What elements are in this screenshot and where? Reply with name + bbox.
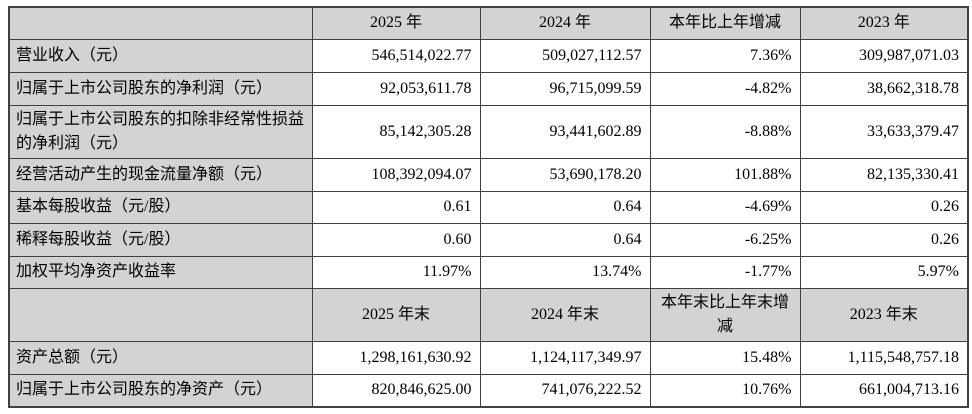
value-2024: 93,441,602.89	[479, 104, 651, 159]
value-2023: 309,987,071.03	[799, 38, 969, 73]
value-change: -1.77%	[649, 255, 801, 289]
row-label: 加权平均净资产收益率	[8, 255, 313, 289]
value-change: 101.88%	[649, 157, 801, 192]
header-2024: 2024 年	[479, 6, 651, 40]
value-2023: 82,135,330.41	[799, 157, 969, 192]
row-label: 归属于上市公司股东的净资产（元）	[8, 373, 313, 408]
table-row-operating-cash-flow: 经营活动产生的现金流量净额（元） 108,392,094.07 53,690,1…	[8, 157, 969, 192]
header-2025-eoy: 2025 年末	[311, 287, 481, 342]
value-2025: 820,846,625.00	[311, 373, 481, 408]
header-2023: 2023 年	[799, 6, 969, 40]
row-label: 资产总额（元）	[8, 340, 313, 375]
value-2025: 546,514,022.77	[311, 38, 481, 73]
corner-cell	[8, 287, 313, 342]
row-label: 营业收入（元）	[8, 38, 313, 73]
value-2024: 0.64	[479, 190, 651, 224]
value-2025: 108,392,094.07	[311, 157, 481, 192]
table-row-total-assets: 资产总额（元） 1,298,161,630.92 1,124,117,349.9…	[8, 340, 969, 375]
value-2024: 13.74%	[479, 255, 651, 289]
table-row-net-profit-excl-nonrecurring: 归属于上市公司股东的扣除非经常性损益的净利润（元） 85,142,305.28 …	[8, 104, 969, 159]
key-financials-table: 2025 年 2024 年 本年比上年增减 2023 年 营业收入（元） 546…	[8, 6, 969, 408]
value-2023: 661,004,713.16	[799, 373, 969, 408]
row-label: 基本每股收益（元/股）	[8, 190, 313, 224]
value-2023: 0.26	[799, 190, 969, 224]
header-2024-eoy: 2024 年末	[479, 287, 651, 342]
eoy-header-row: 2025 年末 2024 年末 本年末比上年末增减 2023 年末	[8, 287, 969, 342]
row-label: 归属于上市公司股东的净利润（元）	[8, 71, 313, 106]
value-2023: 33,633,379.47	[799, 104, 969, 159]
header-yoy-change: 本年比上年增减	[649, 6, 801, 40]
value-change: 15.48%	[649, 340, 801, 375]
header-2025: 2025 年	[311, 6, 481, 40]
table-row-net-assets: 归属于上市公司股东的净资产（元） 820,846,625.00 741,076,…	[8, 373, 969, 408]
value-2024: 1,124,117,349.97	[479, 340, 651, 375]
value-2023: 38,662,318.78	[799, 71, 969, 106]
value-2025: 0.60	[311, 222, 481, 257]
value-change: -8.88%	[649, 104, 801, 159]
table-row-weighted-avg-roe: 加权平均净资产收益率 11.97% 13.74% -1.77% 5.97%	[8, 255, 969, 289]
value-change: -4.82%	[649, 71, 801, 106]
value-2025: 85,142,305.28	[311, 104, 481, 159]
row-label: 稀释每股收益（元/股）	[8, 222, 313, 257]
table-row-net-profit: 归属于上市公司股东的净利润（元） 92,053,611.78 96,715,09…	[8, 71, 969, 106]
row-label: 归属于上市公司股东的扣除非经常性损益的净利润（元）	[8, 104, 313, 159]
value-2024: 741,076,222.52	[479, 373, 651, 408]
table-row-basic-eps: 基本每股收益（元/股） 0.61 0.64 -4.69% 0.26	[8, 190, 969, 224]
value-2024: 53,690,178.20	[479, 157, 651, 192]
value-2023: 5.97%	[799, 255, 969, 289]
value-2023: 1,115,548,757.18	[799, 340, 969, 375]
row-label: 经营活动产生的现金流量净额（元）	[8, 157, 313, 192]
value-2025: 0.61	[311, 190, 481, 224]
value-2025: 92,053,611.78	[311, 71, 481, 106]
value-change: 7.36%	[649, 38, 801, 73]
table-row-diluted-eps: 稀释每股收益（元/股） 0.60 0.64 -6.25% 0.26	[8, 222, 969, 257]
value-change: -6.25%	[649, 222, 801, 257]
value-change: 10.76%	[649, 373, 801, 408]
value-2024: 96,715,099.59	[479, 71, 651, 106]
header-eoy-change: 本年末比上年末增减	[649, 287, 801, 342]
value-change: -4.69%	[649, 190, 801, 224]
header-2023-eoy: 2023 年末	[799, 287, 969, 342]
corner-cell	[8, 6, 313, 40]
value-2023: 0.26	[799, 222, 969, 257]
annual-header-row: 2025 年 2024 年 本年比上年增减 2023 年	[8, 6, 969, 40]
value-2025: 11.97%	[311, 255, 481, 289]
value-2024: 0.64	[479, 222, 651, 257]
value-2025: 1,298,161,630.92	[311, 340, 481, 375]
value-2024: 509,027,112.57	[479, 38, 651, 73]
table-row-revenue: 营业收入（元） 546,514,022.77 509,027,112.57 7.…	[8, 38, 969, 73]
